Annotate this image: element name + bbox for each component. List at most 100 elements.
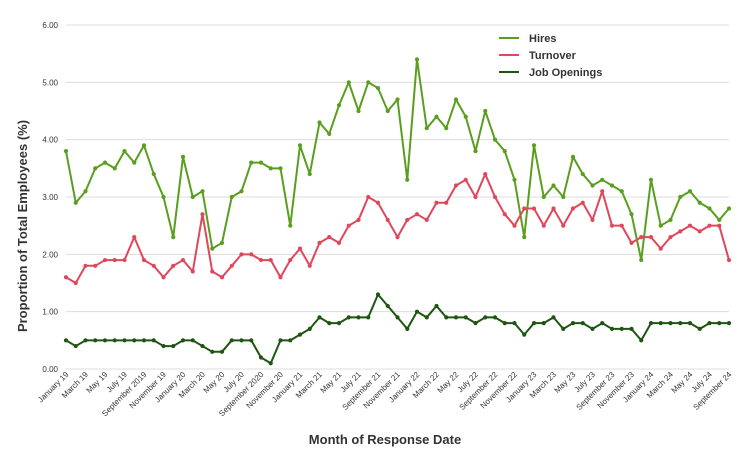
series-line [65,173,730,284]
data-point [512,321,517,326]
data-point [590,326,595,331]
data-point [180,257,186,263]
data-point [210,246,215,251]
data-point [385,108,390,114]
data-point [531,206,537,211]
data-point [609,223,615,228]
data-point [141,338,147,343]
data-point [307,326,312,331]
data-point [385,303,390,309]
data-point [658,246,663,251]
data-point [424,315,429,320]
data-point [229,194,234,200]
data-point [707,206,712,211]
legend-label: Turnover [529,50,577,62]
x-tick-label: May 23 [552,370,577,395]
data-point [93,166,98,171]
data-point [424,126,429,131]
data-point [492,137,498,142]
data-point [83,338,88,343]
data-point [570,154,576,159]
data-point [112,166,117,171]
data-point [190,269,195,274]
data-point [190,338,195,343]
data-point [278,338,283,343]
series-lines [63,57,732,366]
data-point [453,97,459,102]
data-point [639,235,644,240]
data-point [229,338,234,343]
legend: Hires Turnover Job Openings [499,33,602,79]
data-point [395,97,400,102]
data-point [200,189,205,194]
series-hires [63,57,732,263]
data-point [687,189,693,194]
data-point [336,103,342,108]
data-point [463,315,468,320]
data-point [678,194,683,200]
data-point [366,80,371,85]
data-point [258,160,264,165]
y-tick-label: 2.00 [42,250,58,259]
data-point [453,183,459,188]
legend-label: Job Openings [529,67,602,79]
y-tick-label: 6.00 [42,21,58,30]
data-point [375,292,381,297]
data-point [132,160,137,165]
data-point [492,194,498,200]
data-point [590,183,595,188]
data-point [687,223,693,228]
data-point [63,338,69,343]
data-point [522,235,527,240]
data-point [551,183,556,188]
data-point [444,126,449,131]
data-point [171,235,176,240]
data-point [385,217,390,223]
data-point [63,149,69,154]
data-point [678,321,683,326]
data-point [346,223,351,228]
data-point [239,189,244,194]
data-point [561,194,566,200]
data-point [63,275,69,280]
data-point [229,263,234,268]
data-point [336,240,342,245]
data-point [541,223,546,228]
legend-label: Hires [529,33,557,45]
data-point [151,171,156,177]
data-point [141,143,147,148]
data-point [132,235,137,240]
y-axis-ticks: 0.00 1.00 2.00 3.00 4.00 5.00 6.00 [42,21,58,374]
data-point [180,154,186,159]
data-point [639,257,644,263]
data-point [531,321,537,326]
data-point [619,326,624,331]
data-point [200,212,205,217]
data-point [570,321,576,326]
data-point [288,338,293,343]
data-point [512,177,517,182]
data-point [210,349,215,354]
data-point [375,85,381,91]
data-point [541,321,546,326]
data-point [502,149,507,154]
data-point [707,321,712,326]
data-point [93,338,98,343]
data-point [561,326,566,331]
data-point [239,338,244,343]
data-point [73,280,78,286]
data-point [639,338,644,343]
data-point [483,315,488,320]
data-point [483,108,488,114]
data-point [707,223,712,228]
data-point [658,223,663,228]
data-point [531,143,537,148]
legend-item: Hires [499,33,557,45]
data-point [112,338,117,343]
legend-item: Turnover [499,50,577,62]
data-point [122,149,127,154]
data-point [395,235,400,240]
data-point [414,309,420,314]
data-point [268,361,273,366]
